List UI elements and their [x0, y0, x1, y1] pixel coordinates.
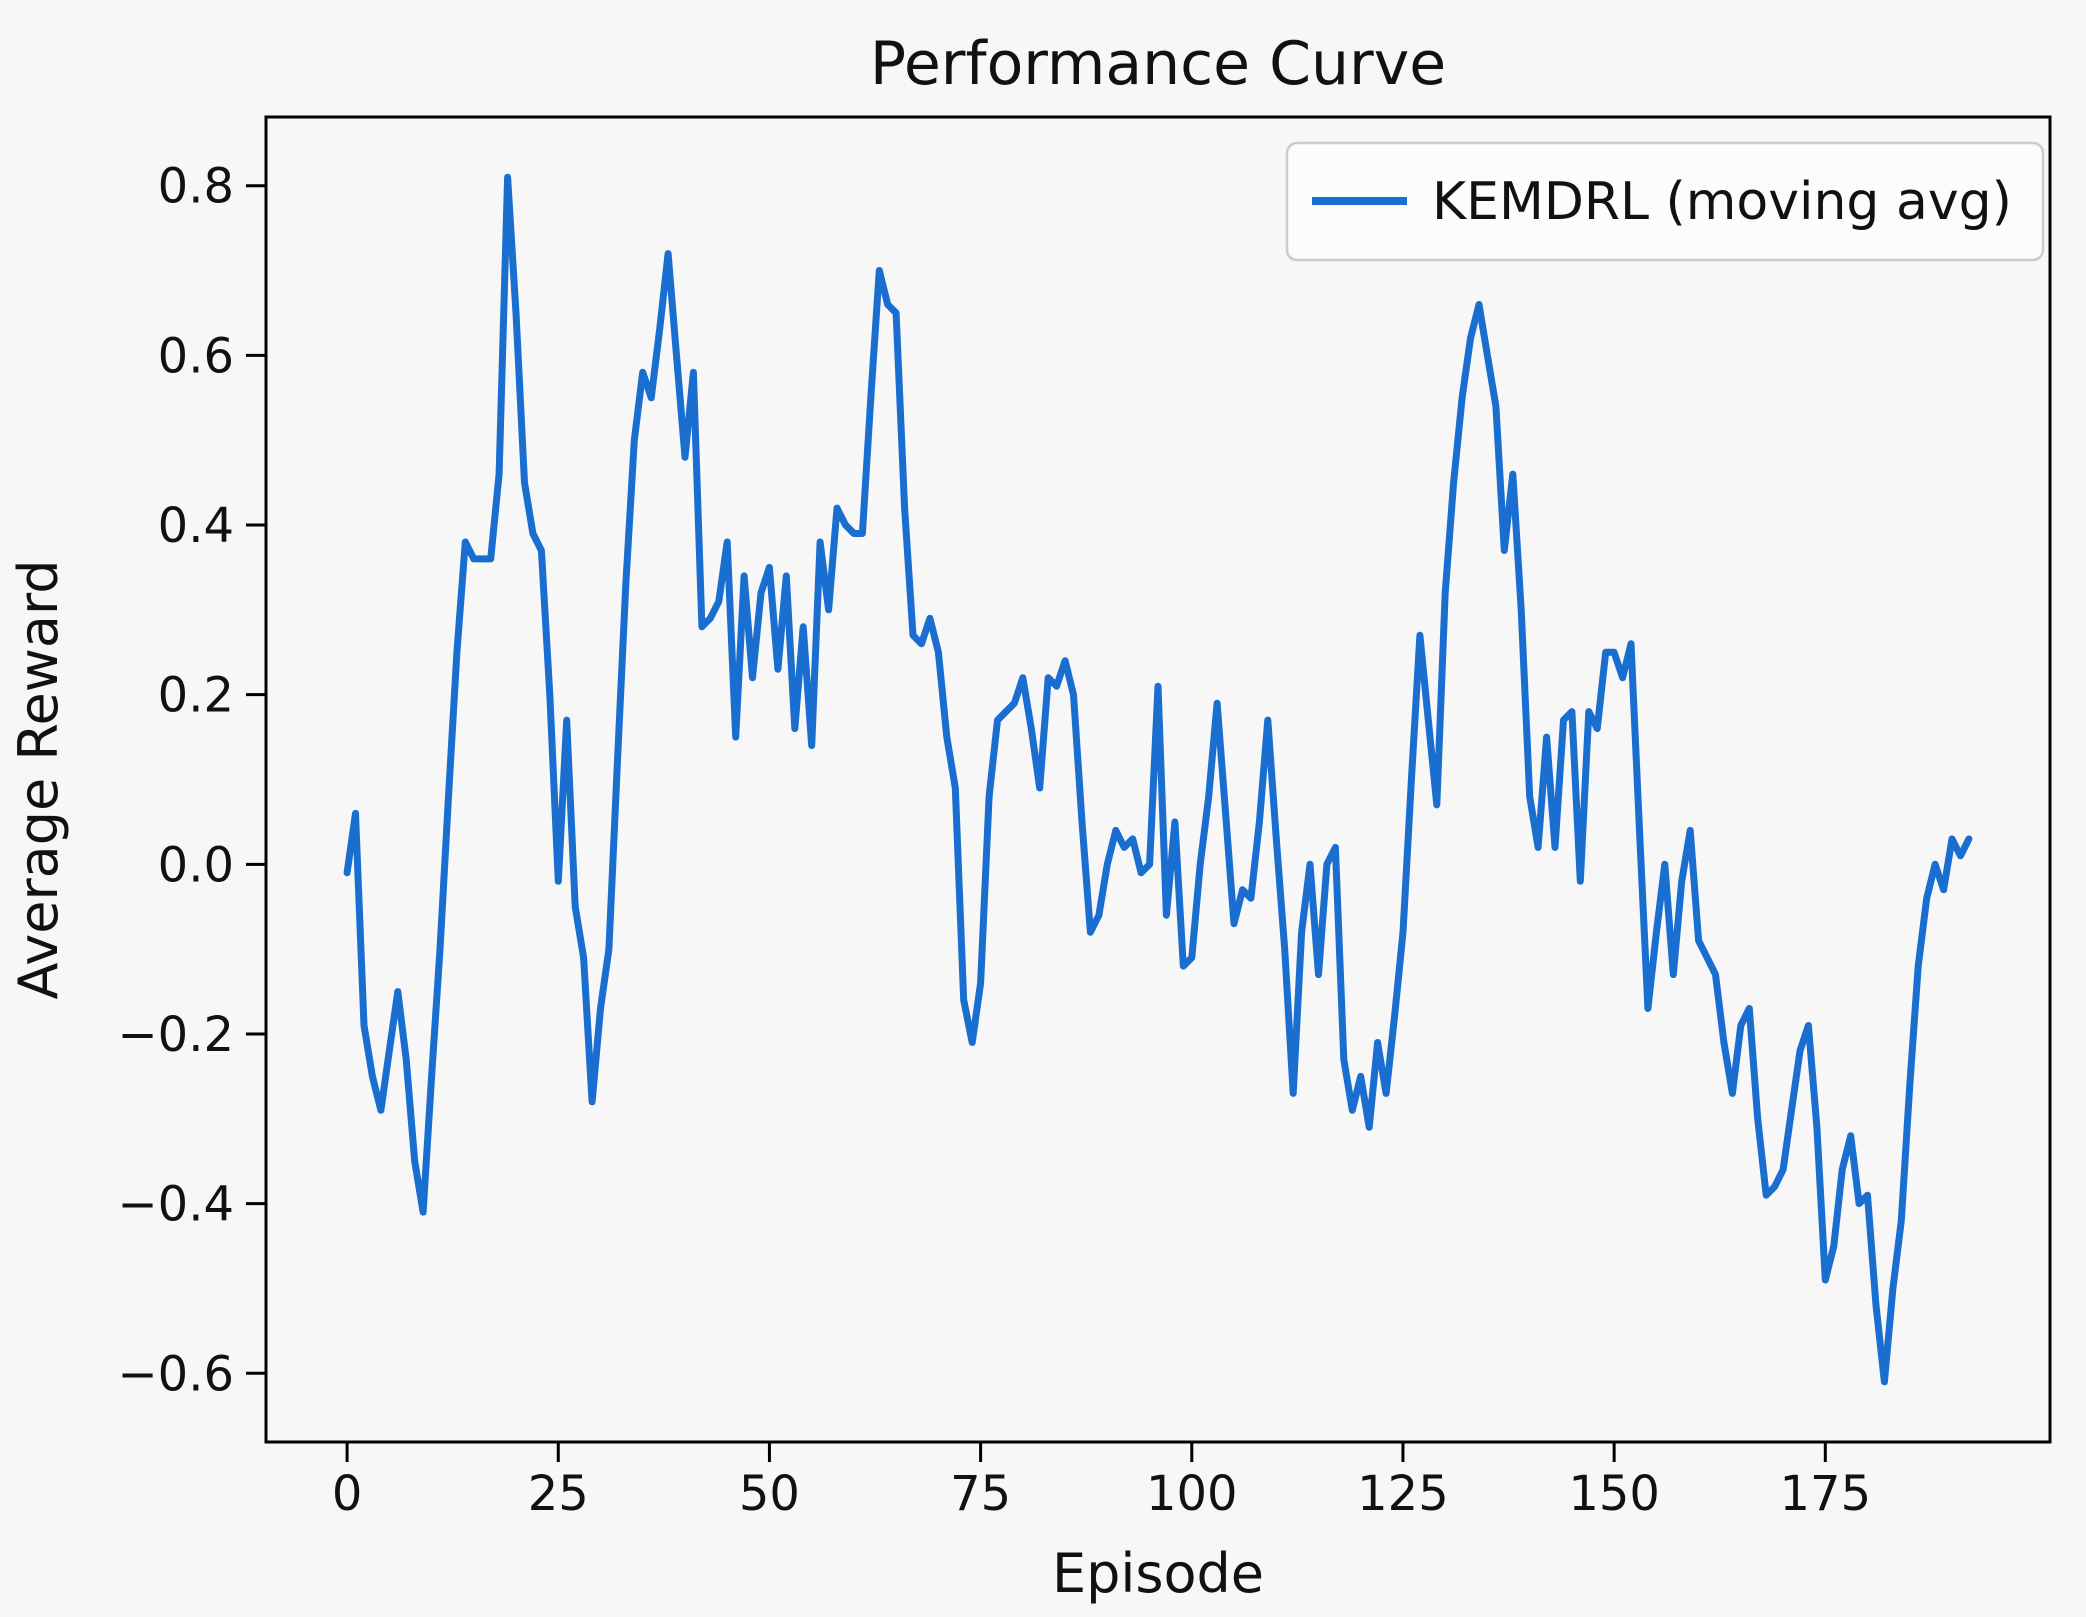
- y-tick-label: −0.6: [117, 1346, 234, 1402]
- x-tick-label: 175: [1779, 1466, 1871, 1522]
- y-tick-label: −0.2: [117, 1007, 234, 1063]
- x-tick-label: 25: [528, 1466, 589, 1522]
- y-tick-label: 0.4: [158, 498, 234, 554]
- y-tick-label: 0.0: [158, 837, 234, 893]
- y-tick-label: 0.6: [158, 328, 234, 384]
- x-tick-label: 125: [1357, 1466, 1449, 1522]
- kemdrl-series-line: [343, 173, 1973, 1386]
- x-tick-label: 150: [1568, 1466, 1660, 1522]
- legend-box: [1285, 141, 2045, 262]
- y-axis-label: Average Reward: [7, 559, 70, 999]
- y-tick-label: 0.2: [158, 668, 234, 724]
- y-tick-label: −0.4: [117, 1177, 234, 1233]
- x-tick-label: 100: [1146, 1466, 1238, 1522]
- x-tick-label: 75: [950, 1466, 1011, 1522]
- x-tick-label: 0: [332, 1466, 363, 1522]
- chart-title: Performance Curve: [870, 29, 1446, 99]
- x-tick-label: 50: [739, 1466, 800, 1522]
- x-axis-label: Episode: [1052, 1542, 1264, 1605]
- y-tick-label: 0.8: [158, 159, 234, 215]
- legend-label: KEMDRL (moving avg): [1432, 172, 2012, 232]
